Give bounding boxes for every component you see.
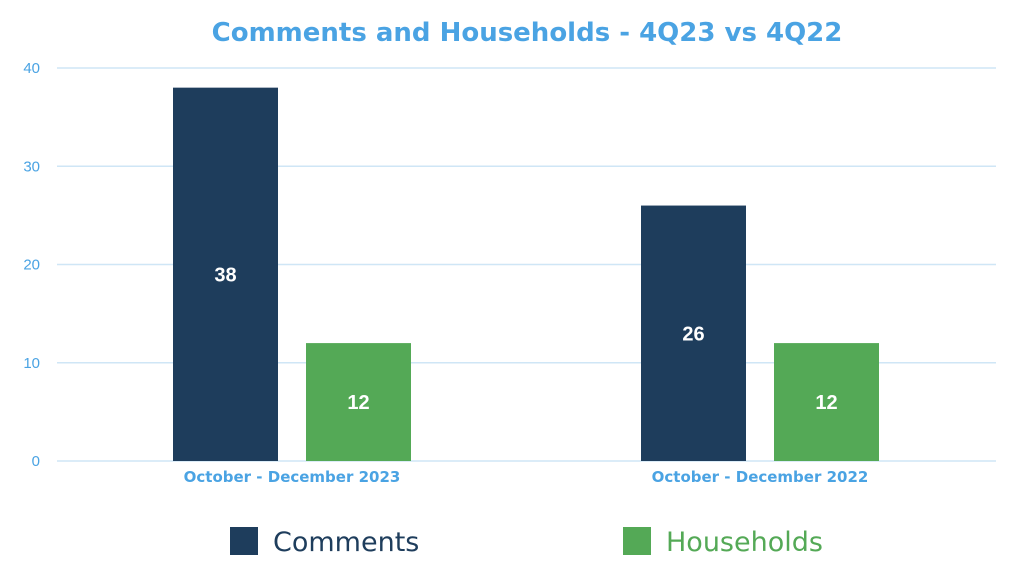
legend: Comments Households: [230, 527, 823, 558]
bar: [306, 343, 411, 461]
data-label: 38: [214, 264, 236, 286]
x-tick-label: October - December 2023: [184, 468, 401, 486]
data-label: 12: [815, 392, 837, 414]
legend-swatch: [230, 527, 258, 555]
data-label: 26: [682, 323, 704, 345]
chart-title: Comments and Households - 4Q23 vs 4Q22: [212, 18, 843, 48]
y-tick-label: 0: [32, 453, 40, 470]
bar: [641, 205, 746, 461]
y-tick-label: 40: [23, 60, 40, 77]
data-label: 12: [347, 392, 369, 414]
y-tick-label: 20: [23, 257, 40, 274]
legend-label: Comments: [273, 527, 419, 558]
x-axis: October - December 2023 October - Decembe…: [184, 468, 869, 486]
bar: [774, 343, 879, 461]
y-tick-label: 30: [23, 158, 40, 175]
bars: 38 12 26 12: [173, 87, 879, 462]
bar: [173, 87, 278, 462]
legend-label: Households: [666, 527, 823, 558]
x-tick-label: October - December 2022: [652, 468, 869, 486]
y-axis: 0 10 20 30 40: [23, 60, 40, 470]
legend-swatch: [623, 527, 651, 555]
y-tick-label: 10: [23, 355, 40, 372]
